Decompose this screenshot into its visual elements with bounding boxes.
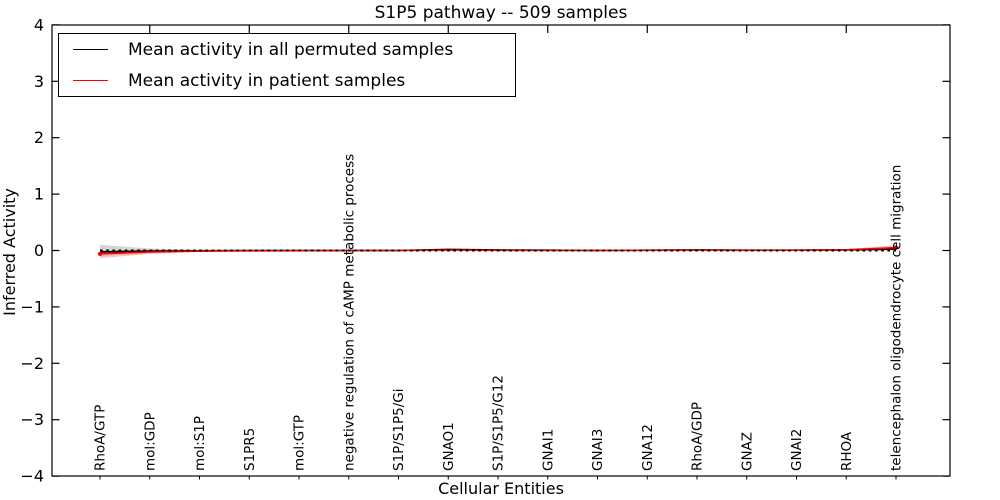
x-category-label: GNAI2 [789, 429, 805, 471]
x-axis-label: Cellular Entities [438, 479, 564, 498]
x-category-label: S1P/S1P5/Gi [391, 389, 407, 472]
x-category-label: GNAI1 [540, 429, 556, 471]
x-category-label: GNAZ [739, 432, 755, 471]
x-category-label: GNAI3 [590, 429, 606, 471]
x-category-label: telencephalon oligodendrocyte cell migra… [889, 165, 905, 471]
chart-title: S1P5 pathway -- 509 samples [374, 3, 628, 23]
y-tick-label: 2 [34, 128, 44, 147]
y-tick-label: 0 [34, 241, 44, 260]
x-category-label: negative regulation of cAMP metabolic pr… [341, 154, 357, 471]
patient-line-end-cap [893, 245, 899, 250]
x-category-label: GNAO1 [441, 422, 457, 471]
x-category-label: S1P/S1P5/G12 [491, 375, 507, 471]
y-tick-label: −2 [20, 354, 44, 373]
patient-line-start-cap [97, 251, 103, 256]
y-tick-label: −4 [20, 467, 44, 486]
x-category-label: RhoA/GTP [93, 405, 109, 471]
x-category-label: S1PR5 [242, 428, 258, 471]
y-tick-label: −3 [20, 410, 44, 429]
legend: Mean activity in all permuted samples Me… [58, 33, 516, 97]
legend-entry-patient: Mean activity in patient samples [59, 66, 515, 96]
x-category-label: mol:S1P [192, 416, 208, 471]
x-category-label: RHOA [839, 431, 855, 471]
y-tick-label: 1 [34, 185, 44, 204]
y-tick-label: 3 [34, 72, 44, 91]
x-category-label: mol:GDP [142, 412, 158, 471]
y-tick-label: 4 [34, 15, 44, 34]
x-category-label: mol:GTP [292, 415, 308, 471]
legend-line-black [73, 49, 108, 50]
legend-line-red [73, 80, 108, 81]
legend-entry-permuted: Mean activity in all permuted samples [59, 35, 515, 65]
legend-label-permuted: Mean activity in all permuted samples [128, 39, 454, 60]
x-category-label: GNA12 [640, 424, 656, 471]
x-category-label: RhoA/GDP [690, 402, 706, 471]
y-tick-label: −1 [20, 297, 44, 316]
legend-label-patient: Mean activity in patient samples [128, 70, 406, 91]
